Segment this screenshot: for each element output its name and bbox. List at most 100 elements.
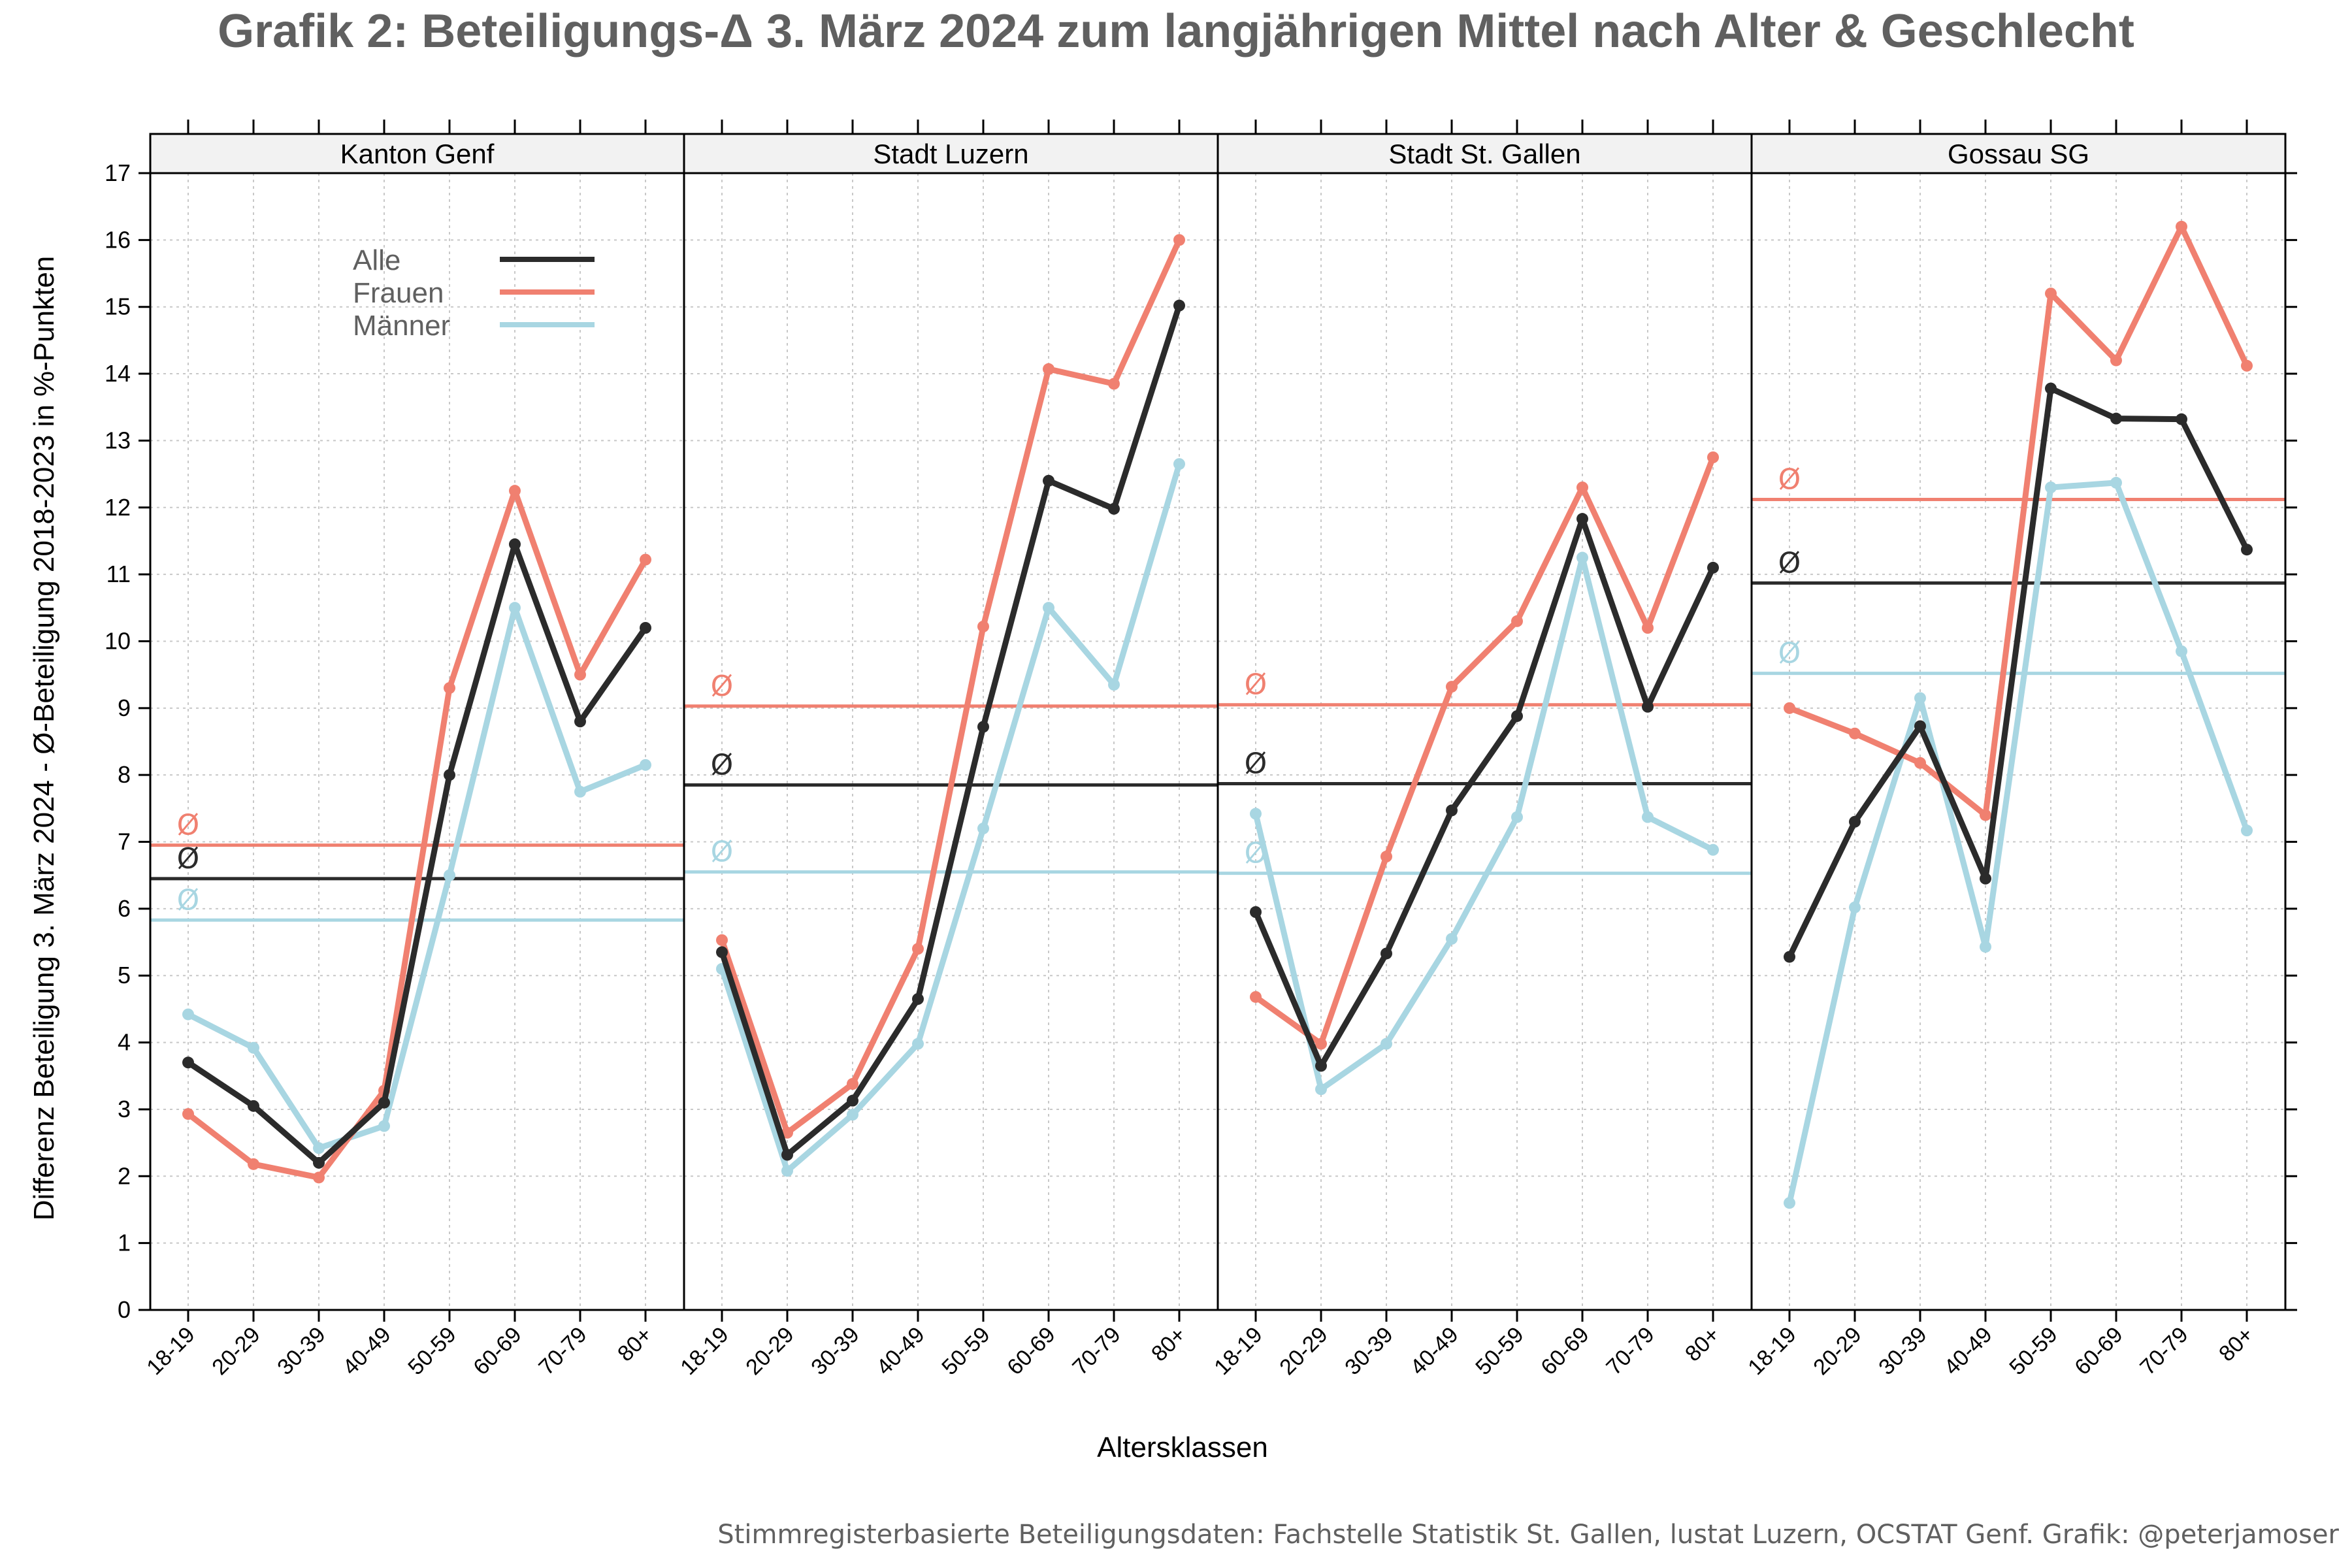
mean-symbol-männer: Ø bbox=[711, 836, 734, 869]
data-point-alle bbox=[248, 1100, 259, 1112]
y-tick-label: 16 bbox=[105, 226, 131, 253]
data-point-männer bbox=[1642, 811, 1654, 823]
data-point-alle bbox=[1043, 474, 1054, 487]
y-tick-label: 17 bbox=[105, 159, 131, 186]
y-tick-label: 9 bbox=[118, 694, 131, 721]
data-point-frauen bbox=[1173, 234, 1185, 246]
y-tick-label: 4 bbox=[118, 1029, 131, 1056]
data-point-männer bbox=[182, 1008, 194, 1021]
data-point-alle bbox=[640, 622, 651, 634]
data-point-alle bbox=[912, 993, 924, 1005]
data-point-männer bbox=[509, 602, 521, 614]
data-point-alle bbox=[1250, 906, 1262, 918]
series-line-frauen bbox=[185, 487, 649, 1181]
panel-title: Stadt St. Gallen bbox=[1388, 139, 1580, 169]
y-tick-label: 8 bbox=[118, 761, 131, 788]
mean-symbol-frauen: Ø bbox=[1778, 463, 1801, 496]
y-tick-label: 15 bbox=[105, 293, 131, 320]
legend-label-alle: Alle bbox=[353, 244, 400, 276]
data-point-frauen bbox=[1446, 681, 1458, 693]
y-tick-label: 7 bbox=[118, 828, 131, 855]
data-point-frauen bbox=[1250, 990, 1262, 1003]
x-axis-title: Altersklassen bbox=[1097, 1431, 1268, 1463]
data-point-frauen bbox=[509, 485, 521, 497]
data-point-alle bbox=[2110, 412, 2122, 425]
data-point-alle bbox=[1784, 951, 1795, 963]
chart-title: Grafik 2: Beteiligungs-Δ 3. März 2024 zu… bbox=[218, 5, 2134, 57]
mean-symbol-frauen: Ø bbox=[177, 809, 200, 842]
data-point-männer bbox=[912, 1037, 924, 1050]
data-point-frauen bbox=[444, 682, 455, 694]
y-tick-label: 1 bbox=[118, 1230, 131, 1256]
data-point-alle bbox=[847, 1094, 858, 1107]
data-point-frauen bbox=[1784, 702, 1795, 714]
data-point-frauen bbox=[248, 1158, 259, 1170]
data-point-alle bbox=[313, 1156, 325, 1169]
data-point-alle bbox=[1380, 947, 1392, 960]
y-tick-label: 10 bbox=[105, 627, 131, 654]
y-tick-label: 3 bbox=[118, 1096, 131, 1122]
y-tick-label: 0 bbox=[118, 1296, 131, 1323]
y-tick-label: 13 bbox=[105, 427, 131, 453]
mean-symbol-frauen: Ø bbox=[711, 670, 734, 703]
data-point-alle bbox=[1849, 815, 1861, 828]
series-line-männer bbox=[719, 461, 1183, 1174]
panel-title: Gossau SG bbox=[1948, 139, 2089, 169]
data-point-frauen bbox=[2110, 354, 2122, 367]
data-point-alle bbox=[1315, 1060, 1327, 1072]
series-line-frauen bbox=[1786, 223, 2250, 819]
data-point-männer bbox=[1315, 1083, 1327, 1096]
data-point-männer bbox=[1707, 843, 1719, 856]
data-point-männer bbox=[1043, 602, 1054, 614]
mean-symbol-frauen: Ø bbox=[1245, 668, 1267, 702]
panel-frame bbox=[1750, 172, 2287, 1311]
data-point-alle bbox=[574, 715, 586, 728]
data-point-männer bbox=[248, 1041, 259, 1054]
data-point-alle bbox=[1173, 299, 1185, 312]
data-point-frauen bbox=[1914, 757, 1926, 769]
data-point-frauen bbox=[1108, 378, 1120, 390]
data-point-frauen bbox=[716, 934, 728, 946]
data-point-frauen bbox=[1043, 363, 1054, 375]
data-point-männer bbox=[2045, 482, 2057, 494]
data-point-männer bbox=[1576, 551, 1588, 564]
data-point-männer bbox=[378, 1120, 390, 1132]
data-point-männer bbox=[1980, 941, 1991, 953]
y-tick-label: 14 bbox=[105, 360, 131, 387]
data-point-männer bbox=[444, 869, 455, 881]
series-line-frauen bbox=[719, 237, 1183, 1136]
data-point-frauen bbox=[1380, 851, 1392, 863]
series-line-alle bbox=[185, 541, 649, 1166]
data-point-männer bbox=[1108, 679, 1120, 691]
data-point-frauen bbox=[2241, 359, 2253, 372]
mean-symbol-alle: Ø bbox=[711, 749, 734, 782]
series-line-alle bbox=[1786, 385, 2250, 960]
panel-strip bbox=[1750, 133, 2287, 174]
data-point-frauen bbox=[1980, 809, 1991, 821]
panel-title: Stadt Luzern bbox=[873, 139, 1028, 169]
y-tick-label: 11 bbox=[106, 561, 131, 587]
series-line-frauen bbox=[1252, 454, 1716, 1047]
y-tick-label: 6 bbox=[118, 895, 131, 922]
y-tick-label: 2 bbox=[118, 1162, 131, 1189]
data-point-alle bbox=[2241, 544, 2253, 556]
data-point-frauen bbox=[574, 668, 586, 681]
data-point-frauen bbox=[640, 553, 651, 566]
data-point-frauen bbox=[2176, 220, 2187, 233]
source-caption: Stimmregisterbasierte Beteiligungsdaten:… bbox=[717, 1520, 2339, 1550]
data-point-alle bbox=[781, 1149, 793, 1161]
mean-symbol-alle: Ø bbox=[1778, 546, 1801, 580]
series-line-alle bbox=[719, 302, 1183, 1158]
mean-symbol-alle: Ø bbox=[1245, 747, 1267, 780]
data-point-frauen bbox=[182, 1108, 194, 1120]
data-point-alle bbox=[977, 721, 989, 733]
data-point-alle bbox=[182, 1056, 194, 1069]
data-point-männer bbox=[1849, 901, 1861, 913]
data-point-frauen bbox=[2045, 287, 2057, 300]
data-point-männer bbox=[781, 1165, 793, 1177]
data-point-männer bbox=[2176, 645, 2187, 657]
data-point-alle bbox=[1642, 700, 1654, 713]
data-point-alle bbox=[2045, 382, 2057, 395]
